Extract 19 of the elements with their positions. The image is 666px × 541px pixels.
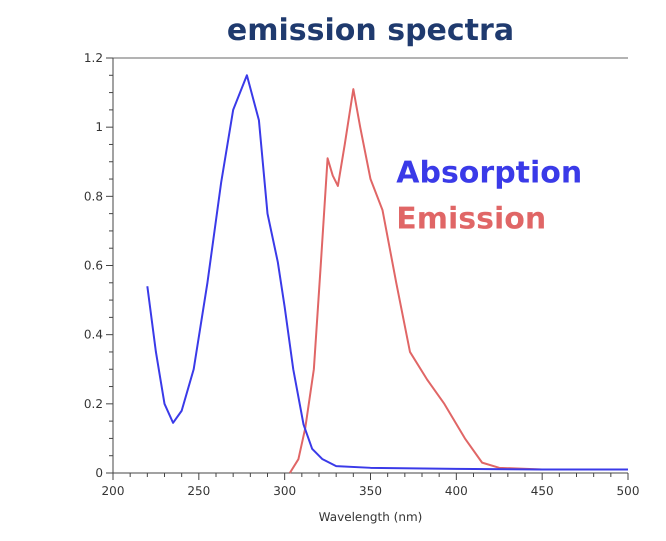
x-tick-label: 350 [359, 484, 382, 498]
x-tick-label: 200 [102, 484, 124, 498]
x-tick-label: 400 [444, 484, 468, 498]
y-tick-label: 0 [95, 466, 103, 480]
x-tick-label: 300 [273, 484, 296, 498]
y-tick-label: 1 [95, 120, 103, 134]
text: Absorption [396, 156, 582, 190]
y-tick-label: 0.6 [84, 258, 103, 272]
x-axis-title: Wavelength (nm) [318, 510, 422, 524]
chart-title: emission spectra [226, 13, 514, 48]
x-tick-label: 250 [187, 484, 210, 498]
y-tick-label: 0.8 [84, 189, 103, 204]
series-label: Emission [396, 202, 546, 236]
y-tick-label: 0.4 [84, 328, 103, 342]
y-tick-label: 0.2 [84, 396, 103, 411]
y-tick-label: 1.2 [84, 51, 103, 65]
x-tick-label: 450 [530, 484, 554, 498]
line-series [146, 74, 629, 471]
x-tick-label: 500 [616, 484, 640, 498]
